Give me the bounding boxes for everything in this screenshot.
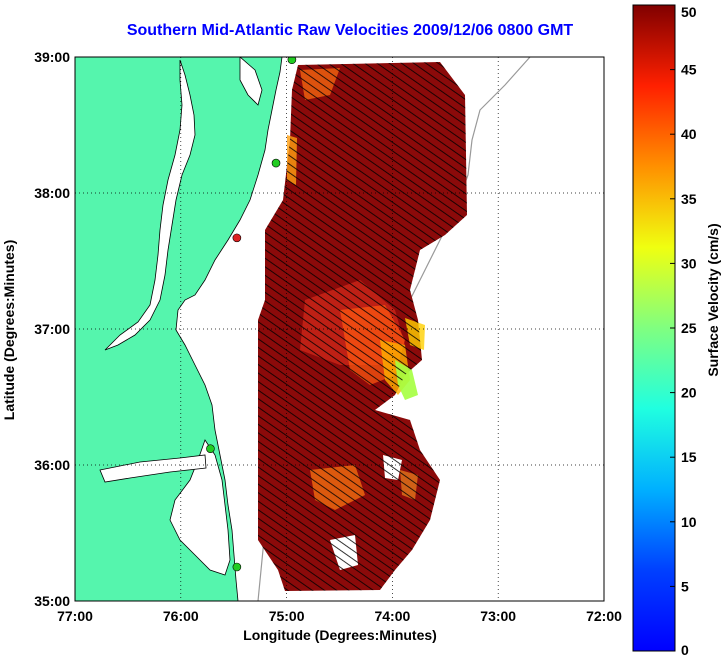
x-tick-label: 74:00 <box>374 608 410 624</box>
grid-lines <box>75 57 604 601</box>
station-marker <box>232 233 242 243</box>
x-tick-label: 76:00 <box>163 608 199 624</box>
albemarle-sound <box>99 454 207 483</box>
colorbar-tick-label: 40 <box>681 126 697 142</box>
y-tick-label: 37:00 <box>34 321 70 337</box>
y-tick-labels: 39:00 38:00 37:00 36:00 35:00 <box>34 49 70 609</box>
colorbar-tick-label: 35 <box>681 191 697 207</box>
map-title: Southern Mid-Atlantic Raw Velocities 200… <box>126 22 574 39</box>
velocity-field <box>258 62 467 591</box>
y-tick-label: 38:00 <box>34 185 70 201</box>
colorbar-tick-label: 30 <box>681 255 697 271</box>
y-axis-label: Latitude (Degrees:Minutes) <box>1 240 17 420</box>
pamlico-sound <box>169 439 231 576</box>
colorbar-tick-label: 50 <box>681 4 697 20</box>
y-tick-label: 36:00 <box>34 457 70 473</box>
x-tick-label: 73:00 <box>480 608 516 624</box>
delaware-bay <box>239 57 263 106</box>
colorbar-tick-label: 5 <box>681 578 689 594</box>
colorbar-tick-label: 0 <box>681 642 689 658</box>
colorbar-tick-label: 25 <box>681 320 697 336</box>
colorbar-tick-label: 15 <box>681 449 697 465</box>
y-tick-label: 35:00 <box>34 593 70 609</box>
station-markers <box>206 57 297 572</box>
x-tick-labels: 77:00 76:00 75:00 74:00 73:00 72:00 <box>57 608 622 624</box>
station-marker <box>206 444 215 453</box>
colorbar-ticks: 0 5 10 15 20 25 30 35 40 45 50 <box>670 4 697 658</box>
x-tick-label: 77:00 <box>57 608 93 624</box>
station-marker <box>287 57 297 65</box>
colorbar-tick-label: 10 <box>681 514 697 530</box>
colorbar <box>632 4 676 652</box>
colorbar-tick-label: 20 <box>681 385 697 401</box>
x-tick-label: 75:00 <box>269 608 305 624</box>
y-tick-label: 39:00 <box>34 49 70 65</box>
colorbar-label: Surface Velocity (cm/s) <box>705 223 721 376</box>
colorbar-tick-label: 45 <box>681 62 697 78</box>
chesapeake-bay <box>104 59 196 351</box>
station-marker <box>232 562 242 572</box>
station-marker <box>271 158 281 168</box>
x-tick-label: 72:00 <box>586 608 622 624</box>
x-axis-label: Longitude (Degrees:Minutes) <box>243 627 437 643</box>
